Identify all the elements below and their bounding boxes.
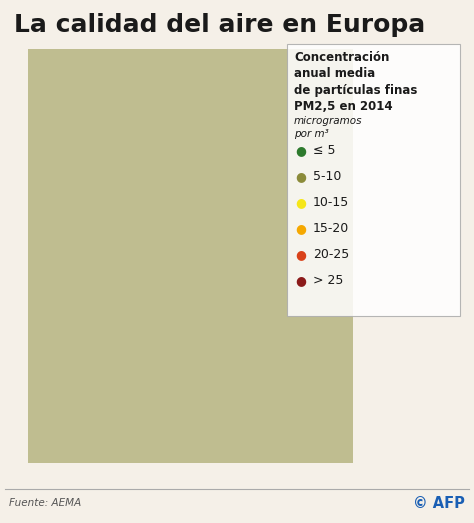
Text: ●: ●	[295, 196, 306, 209]
Text: 10-15: 10-15	[313, 196, 349, 209]
Text: 15-20: 15-20	[313, 222, 349, 235]
Text: ●: ●	[295, 222, 306, 235]
Text: ●: ●	[295, 275, 306, 287]
Text: ≤ 5: ≤ 5	[313, 144, 335, 156]
Text: > 25: > 25	[313, 275, 343, 287]
Text: Fuente: AEMA: Fuente: AEMA	[9, 498, 82, 508]
Text: La calidad del aire en Europa: La calidad del aire en Europa	[14, 13, 426, 37]
Text: microgramos
por m³: microgramos por m³	[294, 116, 363, 139]
Text: Concentración
anual media
de partículas finas
PM2,5 en 2014: Concentración anual media de partículas …	[294, 51, 417, 113]
Text: 5-10: 5-10	[313, 170, 341, 183]
Text: © AFP: © AFP	[413, 496, 465, 510]
Text: ●: ●	[295, 170, 306, 183]
Bar	[28, 49, 353, 463]
Text: ●: ●	[295, 144, 306, 156]
Text: ●: ●	[295, 248, 306, 261]
Text: 20-25: 20-25	[313, 248, 349, 261]
